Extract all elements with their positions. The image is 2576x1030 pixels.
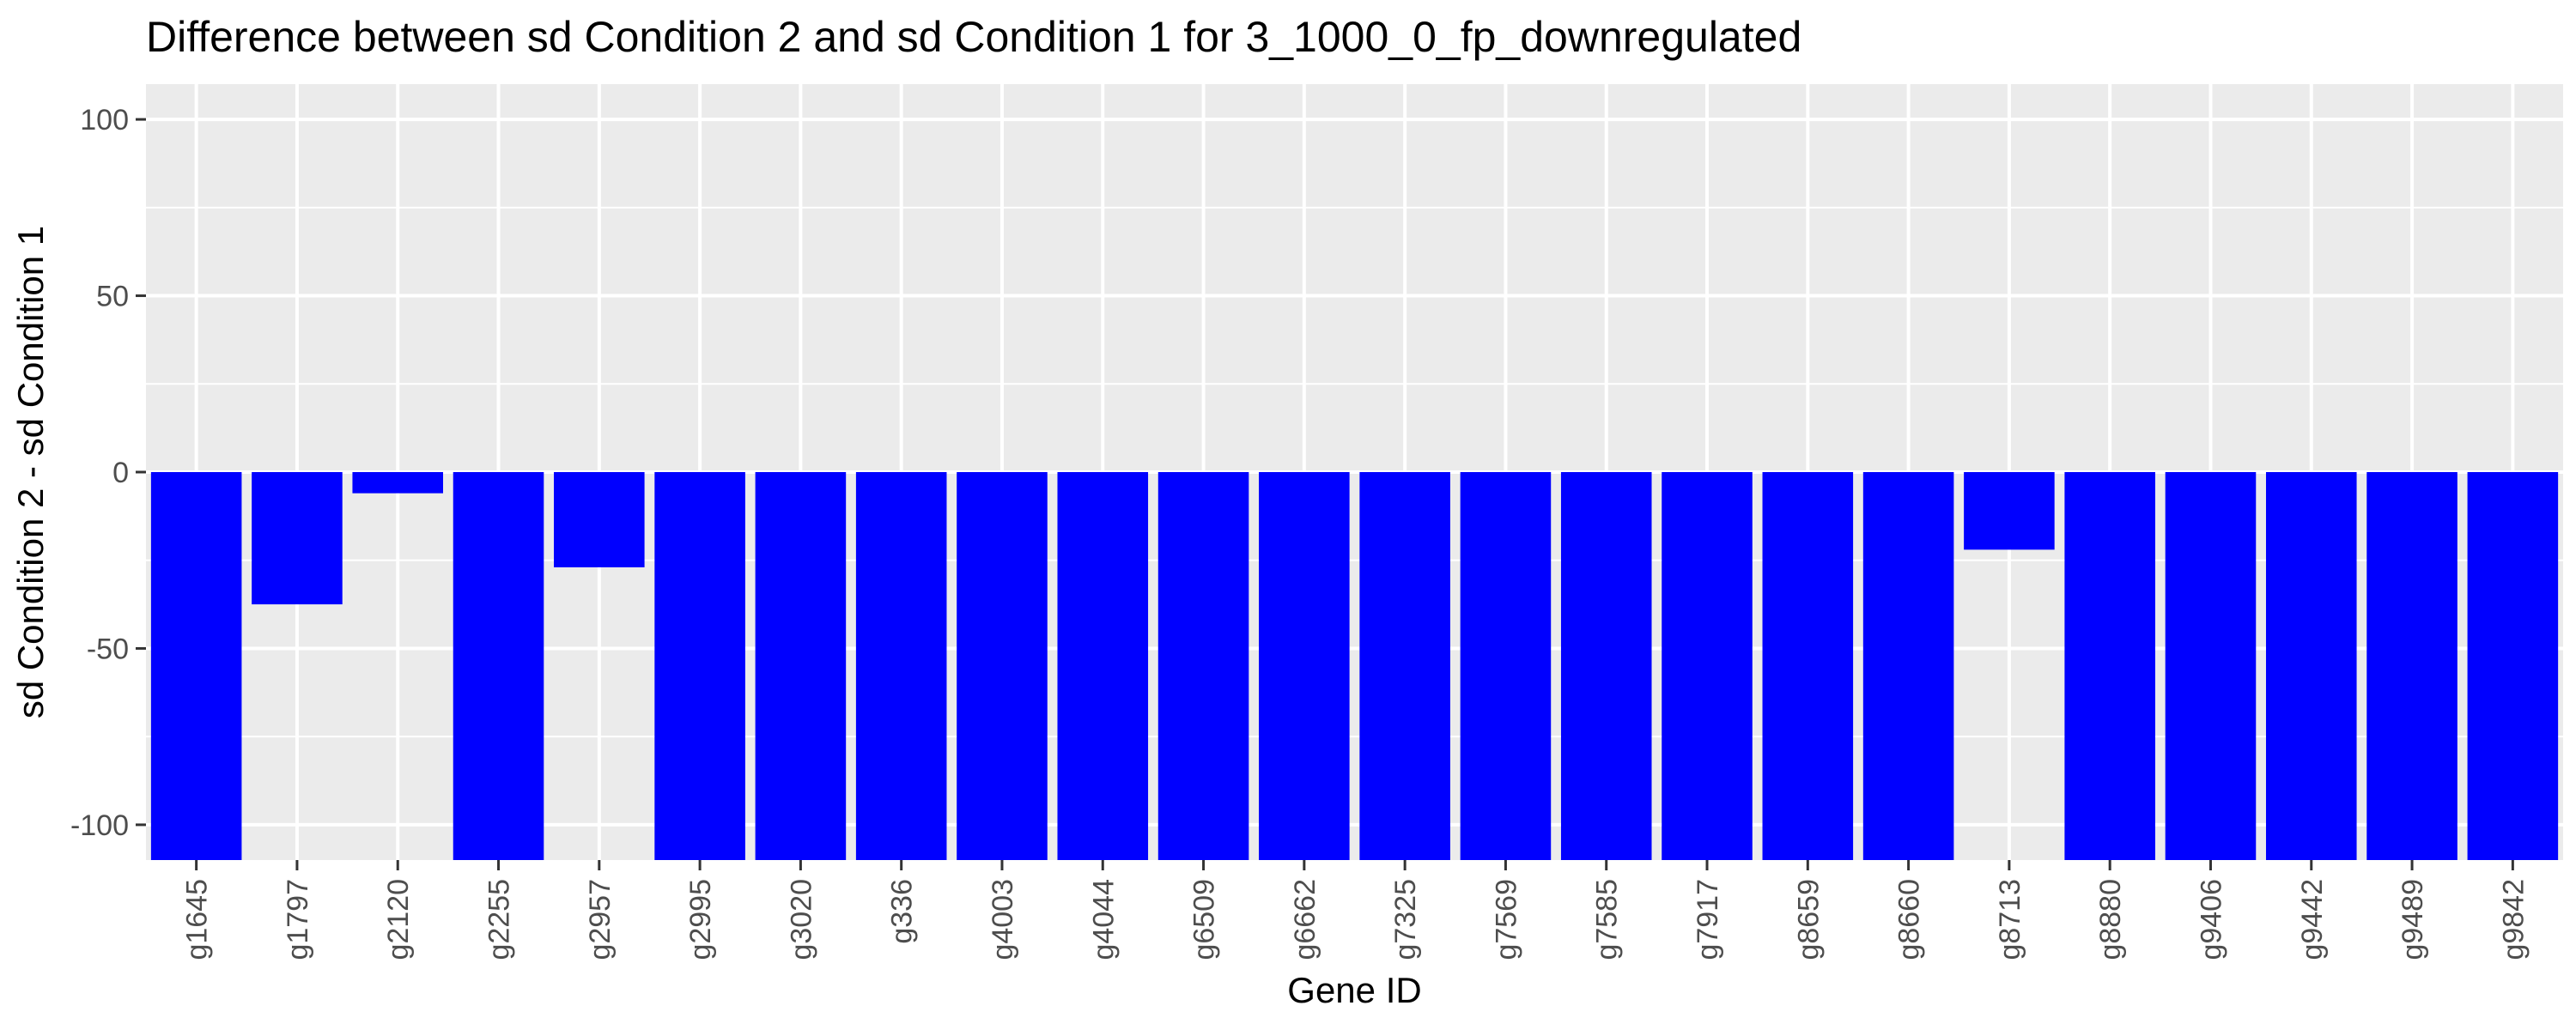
- bar: [1560, 472, 1652, 860]
- bar: [2165, 472, 2257, 860]
- bar: [654, 472, 745, 860]
- grid-minor: [146, 206, 2563, 738]
- x-tick-label: g8660: [1893, 879, 1926, 960]
- x-tick-label: g9406: [2195, 879, 2227, 960]
- x-tick-label: g336: [886, 879, 919, 944]
- bar: [1662, 472, 1753, 860]
- bar: [2064, 472, 2155, 860]
- x-tick-label: g6662: [1289, 879, 1321, 960]
- y-tick-label: 0: [112, 457, 129, 489]
- x-tick-label: g7585: [1591, 879, 1624, 960]
- bar: [453, 472, 544, 860]
- bar: [352, 472, 444, 494]
- bar: [252, 472, 343, 605]
- bar: [2366, 472, 2458, 860]
- x-tick-label: g2120: [382, 879, 415, 960]
- x-tick-label: g7569: [1490, 879, 1522, 960]
- x-tick-label: g3020: [785, 879, 817, 960]
- bar: [755, 472, 847, 860]
- bar: [1460, 472, 1552, 860]
- bars: [150, 472, 2559, 860]
- bar: [1057, 472, 1149, 860]
- bar: [1359, 472, 1450, 860]
- y-tick-label: 100: [80, 104, 129, 136]
- bar: [1964, 472, 2055, 550]
- x-tick-label: g2995: [684, 879, 717, 960]
- x-tick-label: g9842: [2497, 879, 2530, 960]
- x-axis: g1645 g1797 g2120 g2255 g2957 g2995 g3020 g336 g…: [181, 860, 2530, 960]
- y-tick-label: -100: [70, 809, 129, 842]
- x-tick-label: g7325: [1389, 879, 1422, 960]
- bar: [957, 472, 1048, 860]
- x-tick-label: g2255: [483, 879, 516, 960]
- x-tick-label: g8713: [1994, 879, 2026, 960]
- y-tick-label: 50: [96, 281, 129, 313]
- bar: [2467, 472, 2559, 860]
- bar: [1762, 472, 1854, 860]
- bar: [1157, 472, 1249, 860]
- x-tick-label: g9442: [2296, 879, 2329, 960]
- bar: [855, 472, 947, 860]
- x-tick-label: g1797: [282, 879, 314, 960]
- bar: [2265, 472, 2357, 860]
- y-axis: 100 50 0 -50 -100: [70, 104, 146, 842]
- x-tick-label: g4003: [987, 879, 1019, 960]
- chart-title: Difference between sd Condition 2 and sd…: [146, 13, 1801, 61]
- y-tick-label: -50: [87, 633, 129, 665]
- x-tick-label: g1645: [181, 879, 214, 960]
- x-tick-label: g8880: [2094, 879, 2127, 960]
- x-axis-title: Gene ID: [1287, 970, 1421, 1010]
- y-axis-title: sd Condition 2 - sd Condition 1: [10, 226, 51, 718]
- x-tick-label: g4044: [1087, 879, 1120, 960]
- x-tick-label: g2957: [584, 879, 617, 960]
- x-tick-label: g7917: [1692, 879, 1724, 960]
- bar: [554, 472, 645, 567]
- bar: [1259, 472, 1350, 860]
- bar: [150, 472, 242, 860]
- x-tick-label: g6509: [1188, 879, 1221, 960]
- x-tick-label: g8659: [1792, 879, 1825, 960]
- bar: [1862, 472, 1954, 860]
- x-tick-label: g9489: [2397, 879, 2429, 960]
